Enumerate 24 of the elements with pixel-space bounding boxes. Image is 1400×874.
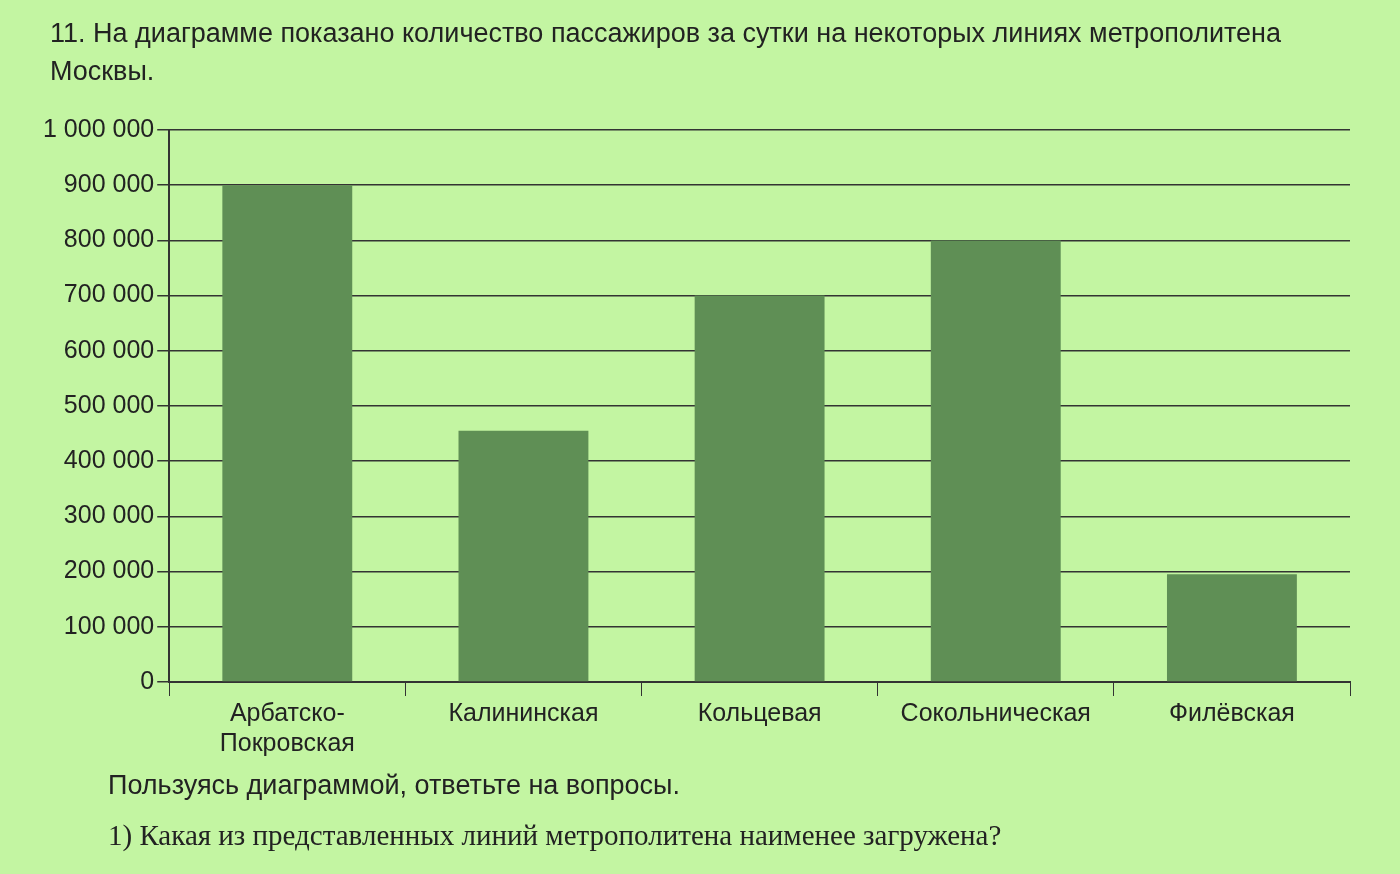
x-tick-label: Филёвская — [1168, 697, 1295, 726]
bar — [458, 430, 589, 682]
y-tick-label: 0 — [140, 665, 155, 694]
x-tick-label: Кольцевая — [697, 697, 822, 726]
bar — [694, 295, 825, 682]
text: Пользуясь диаграммой, ответьте на вопросы. — [108, 770, 681, 801]
bar — [222, 185, 353, 682]
y-tick-label: 200 000 — [63, 555, 155, 584]
text: 1) Какая из представленных линий метрополитена наименее загружена? — [108, 819, 1003, 852]
y-tick-label: 500 000 — [63, 389, 155, 418]
y-tick-label: 600 000 — [63, 334, 155, 363]
y-tick-label: 700 000 — [63, 279, 155, 308]
y-tick-label: 300 000 — [63, 500, 155, 529]
y-tick-label: 900 000 — [63, 169, 155, 198]
y-tick-label: 100 000 — [63, 610, 155, 639]
y-tick-label: 800 000 — [63, 224, 155, 253]
y-tick-label: 400 000 — [63, 445, 155, 474]
x-tick-label: Калининская — [448, 697, 599, 726]
bar — [930, 240, 1061, 682]
x-tick-label: Арбатско-Покровская — [219, 697, 355, 756]
y-tick-label: 1 000 000 — [43, 113, 155, 142]
x-tick-label: Сокольническая — [900, 697, 1091, 726]
chart-title: 11. На диаграмме показано количество пассажиров за сутки на некоторых линиях метрополитена Москвы. — [50, 17, 1283, 88]
bar — [1166, 574, 1297, 682]
